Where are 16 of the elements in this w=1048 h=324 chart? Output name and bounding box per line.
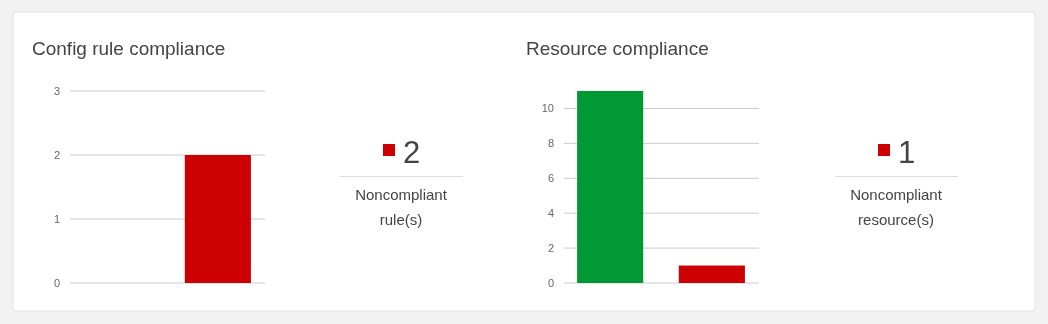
y-tick-label: 1 bbox=[53, 212, 60, 225]
y-tick-label: 0 bbox=[547, 276, 554, 289]
category-label: Noncompliant rule(s) bbox=[355, 186, 448, 228]
chart-title: Config rule compliance bbox=[32, 38, 226, 59]
y-tick-label: 2 bbox=[547, 241, 554, 254]
data-label: 2 bbox=[403, 135, 421, 170]
y-tick-label: 10 bbox=[541, 102, 554, 115]
category-label: Noncompliant resource(s) bbox=[850, 186, 943, 228]
chart-title: Resource compliance bbox=[526, 38, 709, 59]
data-label: 1 bbox=[898, 135, 916, 170]
y-tick-label: 6 bbox=[547, 172, 554, 185]
y-tick-label: 4 bbox=[547, 207, 554, 220]
y-tick-label: 3 bbox=[53, 84, 60, 97]
y-tick-label: 0 bbox=[53, 276, 60, 289]
y-tick-label: 8 bbox=[547, 137, 554, 150]
y-tick-label: 2 bbox=[53, 148, 60, 161]
